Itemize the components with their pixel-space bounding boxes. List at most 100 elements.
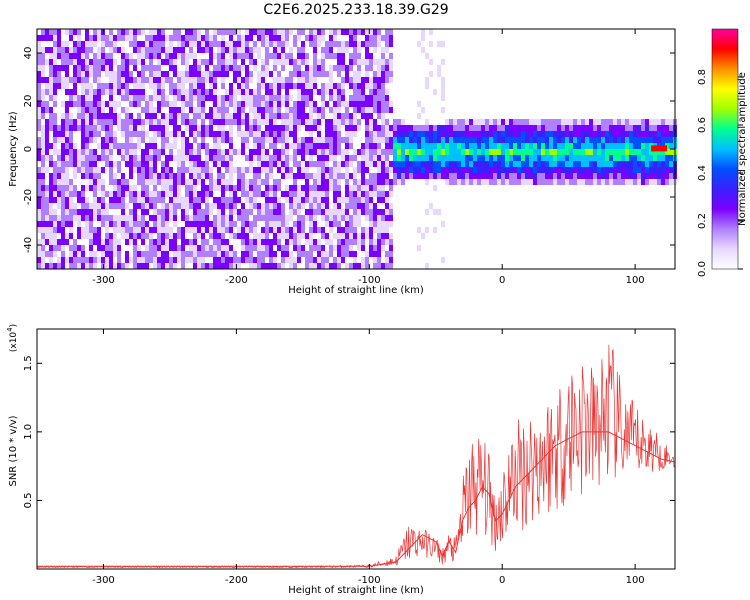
heatmap-cell bbox=[133, 203, 137, 209]
heatmap-cell bbox=[365, 83, 369, 89]
heatmap-cell bbox=[285, 251, 289, 257]
heatmap-cell bbox=[389, 191, 393, 197]
heatmap-cell bbox=[365, 167, 369, 173]
heatmap-cell bbox=[561, 137, 565, 143]
heatmap-cell bbox=[533, 125, 537, 131]
heatmap-cell bbox=[285, 35, 289, 41]
heatmap-cell bbox=[465, 125, 469, 131]
heatmap-cell bbox=[185, 251, 189, 257]
heatmap-cell bbox=[153, 191, 157, 197]
heatmap-cell bbox=[345, 203, 349, 209]
heatmap-cell bbox=[665, 119, 669, 125]
heatmap-cell bbox=[221, 215, 225, 221]
heatmap-cell bbox=[305, 215, 309, 221]
heatmap-cell bbox=[337, 161, 341, 167]
heatmap-cell bbox=[53, 95, 57, 101]
heatmap-cell bbox=[225, 167, 229, 173]
heatmap-cell bbox=[369, 143, 373, 149]
heatmap-cell bbox=[285, 191, 289, 197]
heatmap-cell bbox=[77, 101, 81, 107]
heatmap-cell bbox=[437, 41, 441, 47]
heatmap-cell bbox=[361, 77, 365, 83]
heatmap-cell bbox=[301, 227, 305, 233]
heatmap-cell bbox=[381, 65, 385, 71]
heatmap-cell bbox=[425, 263, 429, 269]
heatmap-cell bbox=[553, 143, 557, 149]
heatmap-cell bbox=[333, 125, 337, 131]
heatmap-cell bbox=[277, 263, 281, 269]
heatmap-cell bbox=[649, 161, 653, 167]
heatmap-cell bbox=[329, 215, 333, 221]
heatmap-cell bbox=[245, 197, 249, 203]
heatmap-cell bbox=[369, 221, 373, 227]
heatmap-cell bbox=[117, 251, 121, 257]
heatmap-cell bbox=[97, 131, 101, 137]
heatmap-cell bbox=[361, 89, 365, 95]
heatmap-cell bbox=[165, 101, 169, 107]
heatmap-cell bbox=[137, 137, 141, 143]
heatmap-cell bbox=[345, 161, 349, 167]
heatmap-cell bbox=[337, 131, 341, 137]
heatmap-cell bbox=[397, 125, 401, 131]
heatmap-cell bbox=[553, 149, 557, 155]
heatmap-cell bbox=[257, 233, 261, 239]
heatmap-cell bbox=[41, 245, 45, 251]
heatmap-cell bbox=[649, 179, 653, 185]
heatmap-cell bbox=[77, 41, 81, 47]
heatmap-cell bbox=[553, 173, 557, 179]
heatmap-cell bbox=[97, 101, 101, 107]
heatmap-cell bbox=[81, 77, 85, 83]
heatmap-cell bbox=[37, 113, 41, 119]
heatmap-cell bbox=[337, 143, 341, 149]
heatmap-cell bbox=[377, 125, 381, 131]
heatmap-cell bbox=[357, 161, 361, 167]
heatmap-cell bbox=[565, 179, 569, 185]
heatmap-cell bbox=[369, 107, 373, 113]
heatmap-cell bbox=[177, 203, 181, 209]
colorbar: 0.00.20.40.60.8 Normalized spectral ampl… bbox=[697, 28, 748, 277]
heatmap-cell bbox=[225, 185, 229, 191]
heatmap-cell bbox=[549, 143, 553, 149]
heatmap-cell bbox=[137, 167, 141, 173]
heatmap-cell bbox=[337, 113, 341, 119]
heatmap-cell bbox=[357, 119, 361, 125]
heatmap-cell bbox=[233, 263, 237, 269]
heatmap-cell bbox=[173, 113, 177, 119]
heatmap-cell bbox=[37, 155, 41, 161]
heatmap-cell bbox=[457, 155, 461, 161]
heatmap-cell bbox=[133, 257, 137, 263]
heatmap-cell bbox=[105, 89, 109, 95]
heatmap-cell bbox=[217, 59, 221, 65]
heatmap-cell bbox=[417, 245, 421, 251]
heatmap-cell bbox=[329, 221, 333, 227]
heatmap-cell bbox=[373, 107, 377, 113]
heatmap-cell bbox=[429, 29, 433, 35]
heatmap-cell bbox=[445, 131, 449, 137]
heatmap-cell bbox=[401, 143, 405, 149]
spectrogram-y-label: Frequency (Hz) bbox=[8, 111, 19, 187]
heatmap-cell bbox=[429, 167, 433, 173]
heatmap-cell bbox=[221, 191, 225, 197]
heatmap-cell bbox=[81, 107, 85, 113]
heatmap-cell bbox=[305, 119, 309, 125]
heatmap-cell bbox=[81, 47, 85, 53]
heatmap-cell bbox=[253, 203, 257, 209]
heatmap-cell bbox=[241, 47, 245, 53]
heatmap-cell bbox=[169, 59, 173, 65]
heatmap-cell bbox=[269, 89, 273, 95]
heatmap-cell bbox=[49, 227, 53, 233]
heatmap-cell bbox=[497, 167, 501, 173]
heatmap-cell bbox=[73, 77, 77, 83]
heatmap-cell bbox=[213, 143, 217, 149]
heatmap-cell bbox=[301, 197, 305, 203]
heatmap-cell bbox=[333, 65, 337, 71]
heatmap-cell bbox=[149, 35, 153, 41]
heatmap-cell bbox=[149, 155, 153, 161]
heatmap-cell bbox=[189, 41, 193, 47]
heatmap-cell bbox=[325, 119, 329, 125]
heatmap-cell bbox=[377, 209, 381, 215]
heatmap-cell bbox=[277, 227, 281, 233]
heatmap-cell bbox=[465, 137, 469, 143]
heatmap-cell bbox=[49, 29, 53, 35]
heatmap-cell bbox=[533, 131, 537, 137]
